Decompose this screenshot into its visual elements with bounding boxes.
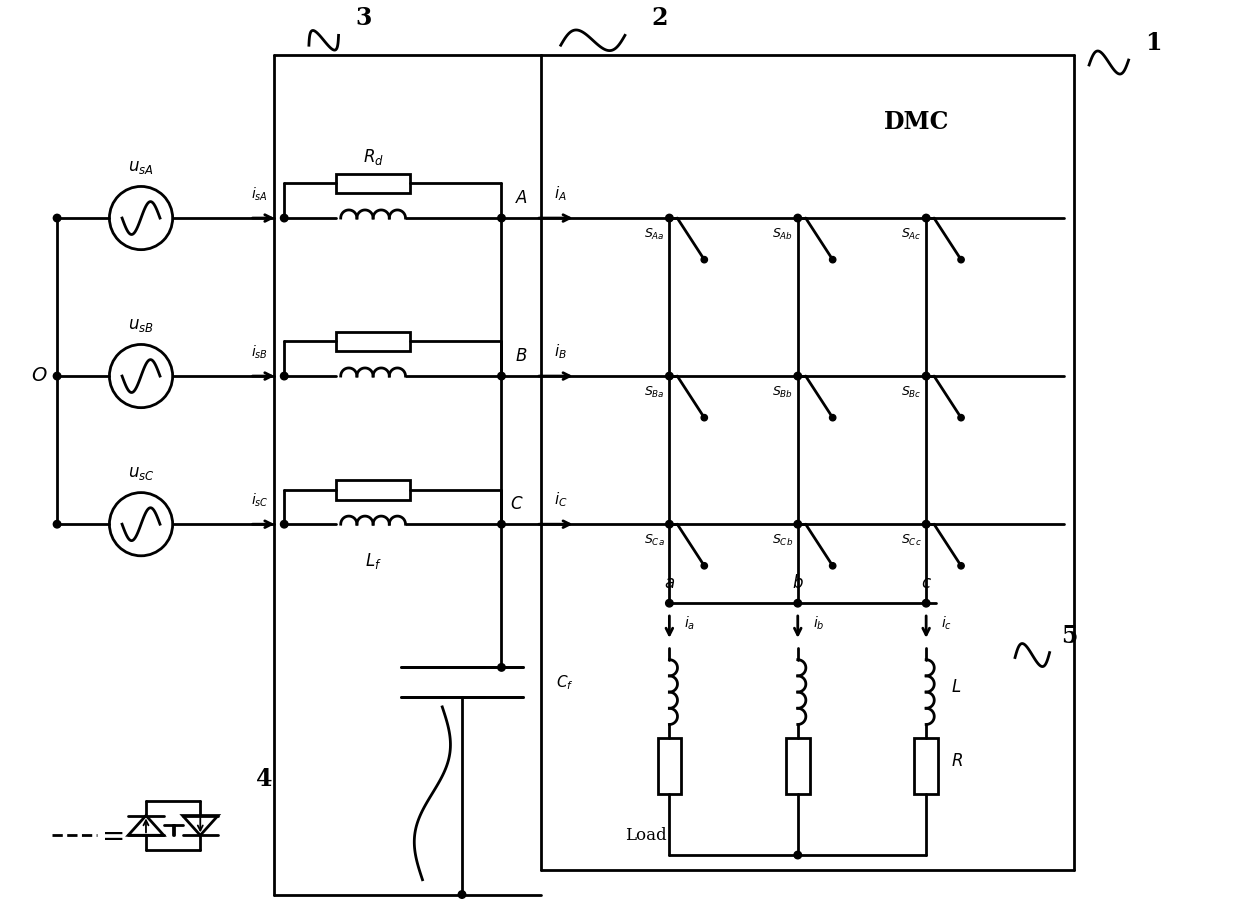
Circle shape [53,214,61,222]
Circle shape [957,415,965,420]
Circle shape [280,214,288,222]
Circle shape [459,891,466,898]
Circle shape [957,562,965,569]
Text: 5: 5 [1061,623,1078,647]
Text: $R$: $R$ [951,753,962,770]
Circle shape [666,599,673,607]
Circle shape [794,372,801,380]
Text: $i_C$: $i_C$ [554,491,568,509]
Circle shape [497,520,505,528]
Circle shape [830,415,836,420]
Text: $b$: $b$ [792,574,804,593]
Circle shape [923,214,930,222]
Text: $u_{sC}$: $u_{sC}$ [128,465,154,482]
Circle shape [280,372,288,380]
Circle shape [923,599,930,607]
Bar [336,479,409,500]
Circle shape [53,372,61,380]
Circle shape [497,664,505,671]
Circle shape [794,520,801,528]
Text: $i_B$: $i_B$ [554,342,567,361]
Text: $S_{Ab}$: $S_{Ab}$ [773,227,794,242]
Circle shape [497,214,505,222]
Circle shape [923,372,930,380]
Text: $S_{Bb}$: $S_{Bb}$ [773,384,794,400]
Text: $L$: $L$ [951,680,961,696]
Bar [336,173,409,194]
Text: $i_b$: $i_b$ [812,615,825,632]
Text: $a$: $a$ [663,575,675,593]
Text: $S_{Ca}$: $S_{Ca}$ [644,533,665,548]
Text: $C$: $C$ [510,496,523,514]
Text: $i_{sB}$: $i_{sB}$ [250,343,268,361]
Circle shape [830,562,836,569]
Circle shape [830,256,836,263]
Text: 2: 2 [651,6,668,30]
Circle shape [957,256,965,263]
Circle shape [53,520,61,528]
Text: 3: 3 [355,6,372,30]
Text: $O$: $O$ [31,367,47,385]
Text: $i_a$: $i_a$ [684,615,696,632]
Text: $L_f$: $L_f$ [365,550,382,571]
Circle shape [923,520,930,528]
Bar [657,739,681,794]
Text: DMC: DMC [884,110,949,135]
Text: $B$: $B$ [515,349,527,365]
Text: $=$: $=$ [95,822,123,849]
Text: $u_{sB}$: $u_{sB}$ [128,316,154,334]
Circle shape [666,214,673,222]
Text: $i_c$: $i_c$ [941,615,952,632]
Text: $S_{Ba}$: $S_{Ba}$ [645,384,665,400]
Text: $A$: $A$ [515,190,528,207]
Text: 4: 4 [257,767,273,791]
Circle shape [701,256,708,263]
Circle shape [497,372,505,380]
Text: Load: Load [625,827,667,845]
Bar [336,332,409,351]
Circle shape [794,851,801,858]
Circle shape [280,520,288,528]
Text: $S_{Cb}$: $S_{Cb}$ [773,533,794,548]
Text: $i_{sA}$: $i_{sA}$ [250,185,268,203]
Text: 1: 1 [1145,31,1162,55]
Text: $i_A$: $i_A$ [554,184,567,203]
Circle shape [701,415,708,420]
Circle shape [794,599,801,607]
Text: $R_d$: $R_d$ [362,147,383,167]
Circle shape [701,562,708,569]
Circle shape [666,372,673,380]
Text: $S_{Cc}$: $S_{Cc}$ [901,533,921,548]
Text: $c$: $c$ [920,575,931,593]
Text: $S_{Ac}$: $S_{Ac}$ [901,227,921,242]
Text: $u_{sA}$: $u_{sA}$ [128,159,154,176]
Text: $S_{Aa}$: $S_{Aa}$ [645,227,665,242]
Bar [786,739,810,794]
Circle shape [794,214,801,222]
Bar [914,739,937,794]
Text: $S_{Bc}$: $S_{Bc}$ [901,384,921,400]
Circle shape [666,520,673,528]
Text: $C_f$: $C_f$ [556,673,574,692]
Text: $i_{sC}$: $i_{sC}$ [250,491,268,509]
